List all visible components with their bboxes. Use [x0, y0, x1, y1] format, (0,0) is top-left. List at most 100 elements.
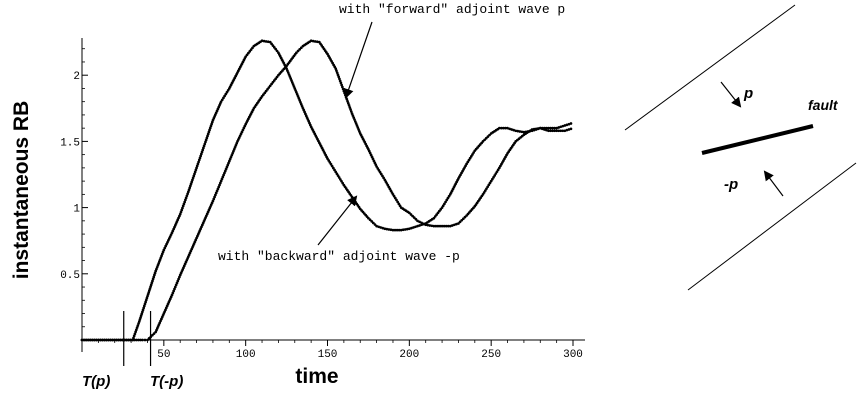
series-point: [530, 129, 534, 133]
series-point: [452, 223, 456, 227]
series-point: [134, 330, 137, 334]
series-point: [545, 126, 548, 130]
series-point: [516, 129, 520, 133]
series-point: [440, 224, 444, 228]
series-point: [181, 206, 184, 210]
series-point: [555, 129, 558, 133]
series-point: [407, 227, 411, 231]
series-point: [262, 39, 266, 43]
series-point: [181, 204, 185, 208]
series-point: [522, 130, 526, 134]
series-point: [518, 130, 522, 133]
series-point: [86, 338, 90, 342]
backward-annotation-arrow: [317, 195, 358, 246]
series-point: [446, 224, 450, 228]
series-point: [129, 338, 133, 342]
series-point: [536, 127, 540, 131]
series-point: [334, 67, 338, 70]
x-ticks: 50 100 150 200 250 300: [97, 340, 583, 361]
series-point: [565, 128, 569, 132]
t-minus-p-label: T(-p): [150, 373, 183, 390]
p-label: p: [743, 85, 753, 102]
series-point: [567, 128, 571, 131]
series-point: [553, 126, 556, 130]
series-point: [90, 338, 94, 342]
series-point: [182, 202, 186, 206]
y-tick-label: 0.5: [60, 270, 80, 282]
series-point: [504, 126, 507, 130]
series-point: [338, 77, 341, 81]
series-point: [520, 130, 524, 134]
series-point: [346, 102, 350, 105]
series-point: [348, 106, 352, 109]
series-point: [555, 126, 558, 130]
series-point: [377, 225, 381, 229]
series-point: [132, 336, 135, 340]
series-point: [375, 224, 378, 228]
series-point: [381, 226, 385, 230]
series-point: [131, 338, 135, 342]
series-point: [547, 129, 550, 133]
series-point: [315, 40, 319, 44]
series-point: [339, 81, 343, 85]
series-point: [412, 226, 415, 229]
series-point: [532, 128, 536, 132]
series-point: [141, 338, 144, 342]
x-tick-label: 50: [157, 349, 170, 361]
series-point: [92, 338, 96, 342]
series-point: [184, 198, 187, 202]
series-point: [183, 200, 187, 204]
series-point: [524, 130, 528, 134]
series-point: [80, 338, 84, 342]
series-point: [336, 73, 340, 77]
series-point: [545, 128, 548, 132]
series-point: [565, 123, 569, 127]
lower-boundary-line: [687, 162, 857, 291]
series-point: [296, 49, 300, 53]
series-point: [311, 39, 315, 43]
fault-diagram: p -p fault: [624, 4, 857, 291]
series-point: [299, 46, 303, 50]
series-point: [534, 128, 538, 131]
series-point: [569, 127, 573, 131]
series-point: [179, 210, 183, 214]
series-point: [549, 126, 552, 130]
series-point: [403, 228, 407, 231]
series-point: [143, 338, 147, 342]
series-point: [99, 338, 102, 342]
minus-p-arrow: [763, 170, 784, 197]
series-point: [399, 228, 403, 232]
y-tick-label: 1: [73, 204, 80, 216]
series-point: [335, 69, 338, 72]
series-point: [416, 219, 419, 223]
series-point: [500, 126, 503, 130]
series-point: [88, 338, 92, 342]
series-point: [125, 338, 129, 342]
series-point: [335, 71, 339, 75]
series-point: [498, 126, 501, 130]
fault-line: [701, 124, 814, 155]
series-point: [405, 227, 409, 231]
series-point: [136, 324, 140, 327]
series-point: [186, 192, 189, 196]
series-point: [113, 338, 117, 342]
series-point: [117, 338, 121, 342]
series-point: [137, 322, 140, 325]
series-point: [420, 221, 423, 225]
series-point: [84, 338, 88, 342]
series-point: [133, 338, 137, 342]
series-point: [420, 223, 423, 227]
series-point: [349, 108, 352, 111]
series-point: [341, 87, 345, 91]
x-tick-label: 200: [399, 349, 419, 361]
forward-annotation-arrow: [343, 21, 373, 99]
backward-annotation: with "backward" adjoint wave -p: [218, 249, 460, 264]
series-0: [80, 39, 573, 342]
series-point: [94, 338, 98, 342]
series-point: [391, 228, 395, 232]
series-point: [432, 224, 436, 228]
series-point: [397, 228, 401, 232]
series-point: [133, 332, 137, 336]
series-point: [178, 212, 182, 216]
